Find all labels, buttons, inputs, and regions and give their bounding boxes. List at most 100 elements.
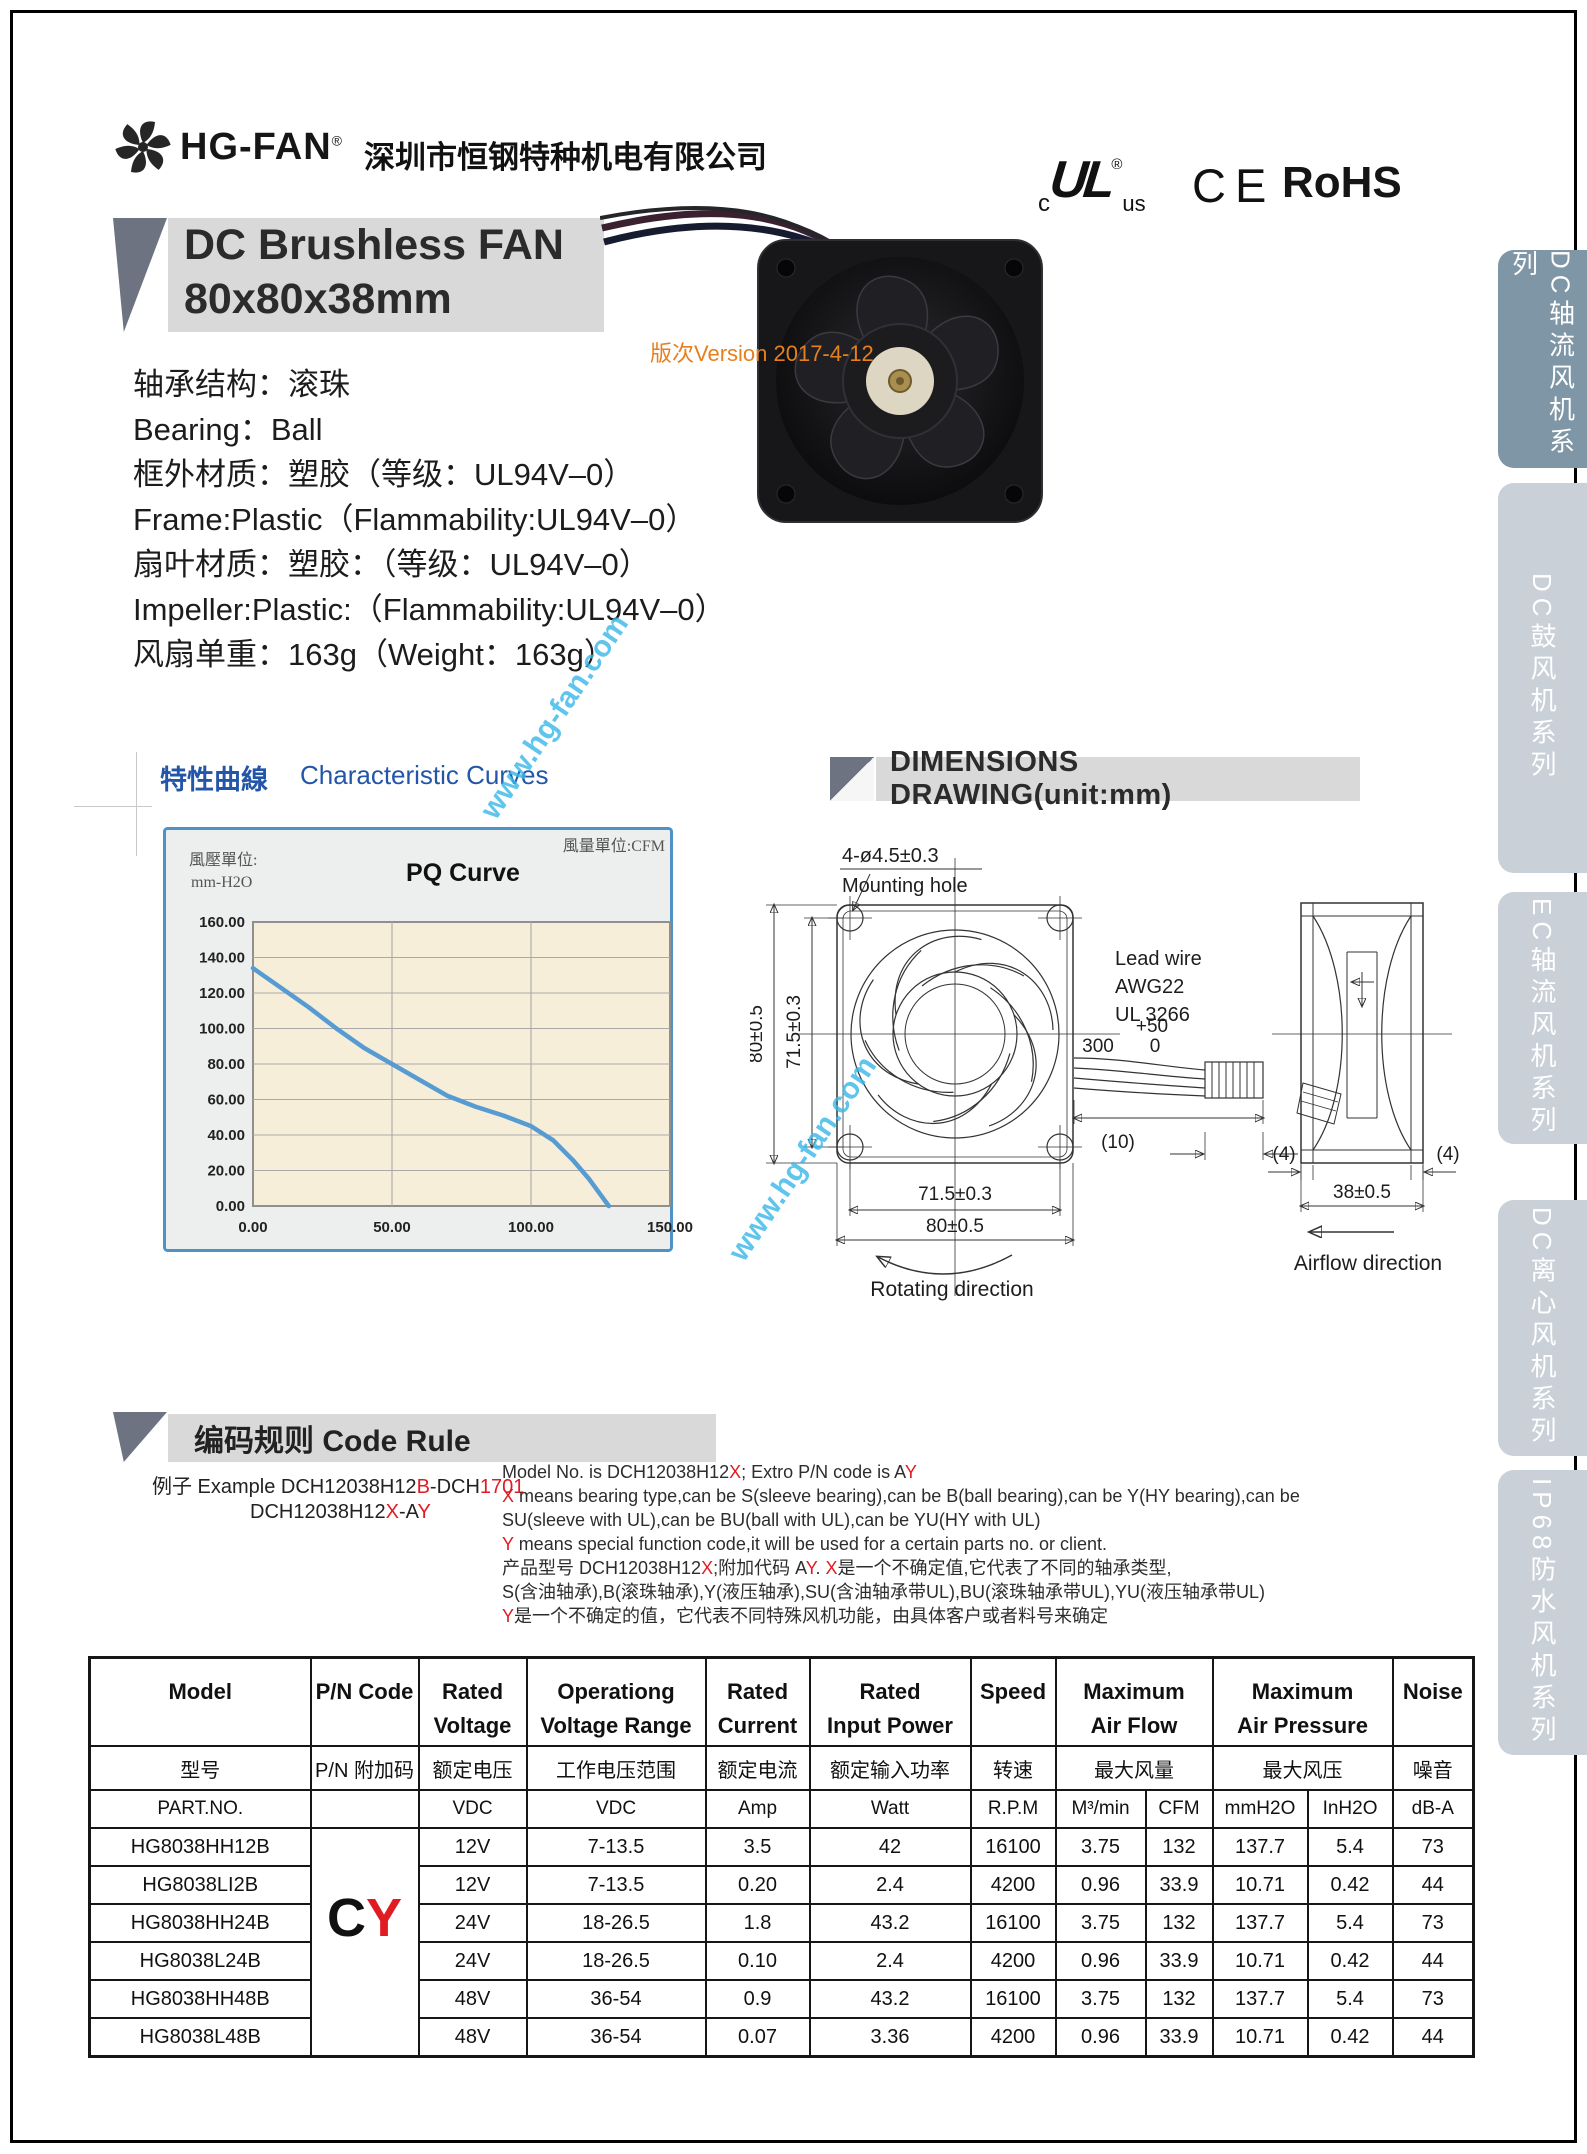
sidebar-tab[interactable]: DC鼓风机系列 [1498,483,1587,873]
col-header-en: Operationg Voltage Range [525,1656,707,1747]
col-unit: PART.NO. [88,1789,312,1829]
table-row: HG8038L48B 48V 36-54 0.07 3.36 4200 0.96 33.9 10… [88,2017,1475,2058]
ul-reg: ® [1111,156,1123,173]
col-unit: VDC [525,1789,707,1829]
section-corner-icon [830,757,874,801]
ul-logo: UL [1046,151,1115,209]
svg-text:Airflow direction: Airflow direction [1294,1252,1442,1275]
data-cell: 132 [1144,1827,1214,1867]
data-cell: 2.4 [808,1941,972,1981]
model-cell: HG8038HH48B [88,1979,312,2019]
data-cell: 36-54 [525,1979,707,2019]
data-cell: 73 [1391,1979,1475,2019]
data-cell: 132 [1144,1903,1214,1943]
pq-curve-line [250,965,612,1209]
spec-line: 风扇单重：163g（Weight：163g） [133,637,615,672]
svg-text:AWG22: AWG22 [1115,976,1184,998]
data-cell: 7-13.5 [525,1865,707,1905]
svg-text:0: 0 [1150,1036,1161,1057]
sidebar-tab[interactable]: IP68防水风机系列 [1498,1470,1587,1755]
data-cell: 48V [417,2017,528,2058]
svg-text:100.00: 100.00 [199,1021,245,1038]
data-cell: 33.9 [1144,1941,1214,1981]
data-cell: 0.9 [704,1979,811,2019]
svg-text:80±0.5: 80±0.5 [750,1005,767,1063]
y-unit-label: 風壓單位: [189,851,257,869]
data-cell: 0.96 [1054,1941,1147,1981]
svg-text:Mounting hole: Mounting hole [842,875,968,897]
svg-text:50.00: 50.00 [373,1219,411,1236]
chart-title: PQ Curve [406,859,520,887]
svg-text:(4): (4) [1272,1144,1295,1165]
data-cell: 44 [1391,2017,1475,2058]
data-cell: 42 [808,1827,972,1867]
col-header-zh: 转速 [969,1745,1057,1791]
sidebar-tab[interactable]: EC轴流风机系列 [1498,892,1587,1144]
divider-line [74,806,152,807]
svg-text:120.00: 120.00 [199,985,245,1002]
table-row: HG8038LI2B 12V 7-13.5 0.20 2.4 4200 0.96 33.9 10… [88,1865,1475,1905]
svg-text:(4): (4) [1436,1144,1459,1165]
data-cell: 5.4 [1306,1979,1394,2019]
data-cell: 0.07 [704,2017,811,2058]
page-title: DC Brushless FAN 80x80x38mm [168,218,604,332]
data-cell: 16100 [969,1979,1057,2019]
col-unit: Watt [808,1789,972,1829]
code-rule-line: 产品型号 DCH12038H12X;附加代码 AY. X是一个不确定值,它代表了… [502,1558,1172,1578]
col-header-en: Rated Voltage [417,1656,528,1747]
data-cell: 16100 [969,1903,1057,1943]
sidebar-tab[interactable]: DC轴流风机系列 [1498,250,1587,468]
col-header-en: Maximum Air Pressure [1211,1656,1394,1747]
data-cell: 0.20 [704,1865,811,1905]
divider-line [136,752,137,856]
fan-logo-icon [114,121,172,173]
title-line1: DC Brushless FAN [184,221,564,269]
code-rule-paragraph: Model No. is DCH12038H12X; Extro P/N cod… [502,1460,1492,1628]
svg-text:140.00: 140.00 [199,950,245,967]
data-cell: 24V [417,1941,528,1981]
svg-text:150.00: 150.00 [647,1219,693,1236]
svg-text:4-ø4.5±0.3: 4-ø4.5±0.3 [842,845,939,867]
data-cell: 12V [417,1827,528,1867]
x-unit-label: 風量單位:CFM [563,837,665,855]
svg-text:20.00: 20.00 [207,1163,245,1180]
front-view [828,896,1082,1169]
data-cell: 2.4 [808,1865,972,1905]
data-cell: 3.75 [1054,1827,1147,1867]
data-cell: 36-54 [525,2017,707,2058]
data-cell: 7-13.5 [525,1827,707,1867]
ce-mark: CE [1192,159,1276,212]
svg-text:300: 300 [1082,1036,1114,1057]
spec-list: 轴承结构：滚珠 Bearing：Ball 框外材质：塑胶（等级：UL94V–0） Fr… [133,362,726,677]
col-header-zh: 工作电压范围 [525,1745,707,1791]
data-cell: 10.71 [1211,1865,1309,1905]
data-cell: 132 [1144,1979,1214,2019]
data-cell: 44 [1391,1865,1475,1905]
sidebar-tab[interactable]: DC离心风机系列 [1498,1200,1587,1456]
col-unit: InH2O [1306,1789,1394,1829]
data-cell: 0.42 [1306,1865,1394,1905]
svg-text:80.00: 80.00 [207,1056,245,1073]
lead-wire-drawing [1073,1057,1264,1099]
company-name: 深圳市恒钢特种机电有限公司 [364,140,767,175]
col-header-en: Model [88,1656,312,1747]
data-cell: 0.42 [1306,1941,1394,1981]
rohs-mark: RoHS [1282,158,1402,207]
curves-heading-zh: 特性曲線 [160,765,268,795]
col-header-zh: P/N 附加码 [309,1745,420,1791]
model-cell: HG8038L24B [88,1941,312,1981]
svg-text:0.00: 0.00 [238,1219,267,1236]
svg-text:71.5±0.3: 71.5±0.3 [918,1184,992,1205]
col-header-en: Speed [969,1656,1057,1747]
svg-text:80±0.5: 80±0.5 [926,1216,984,1237]
side-view [1272,902,1452,1164]
svg-text:40.00: 40.00 [207,1127,245,1144]
svg-text:+50: +50 [1136,1016,1168,1037]
col-header-en: Rated Input Power [808,1656,972,1747]
data-cell: 5.4 [1306,1903,1394,1943]
data-cell: 16100 [969,1827,1057,1867]
data-cell: 33.9 [1144,1865,1214,1905]
dimensions-drawing: 4-ø4.5±0.3 Mounting hole 80±0.5 71.5±0.3… [750,845,1460,1301]
data-cell: 24V [417,1903,528,1943]
